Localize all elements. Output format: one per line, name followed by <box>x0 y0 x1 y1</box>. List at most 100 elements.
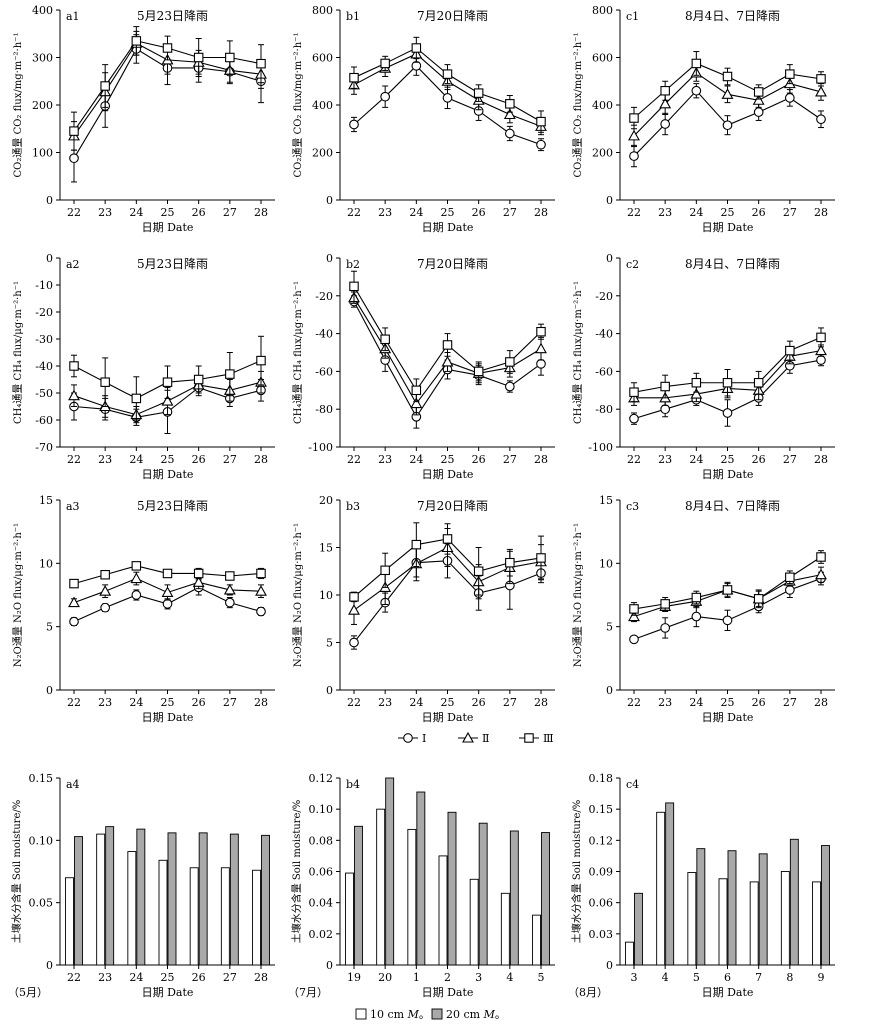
data-point <box>505 557 515 568</box>
data-point <box>411 43 422 53</box>
y-tick-label: 0.12 <box>309 772 334 785</box>
panel-title: 5月23日降雨 <box>137 499 208 513</box>
bar-20cm <box>136 828 146 966</box>
y-tick-label: 10 <box>39 557 53 570</box>
x-tick-label: 22 <box>67 453 81 466</box>
bar-10cm <box>127 851 137 966</box>
data-point <box>380 58 390 69</box>
bar-20cm <box>634 892 643 966</box>
data-point <box>722 408 733 418</box>
y-axis-label: N₂O通量 N₂O flux/μg·m⁻²·h⁻¹ <box>572 523 584 667</box>
x-axis-label: 日期 Date <box>702 468 754 481</box>
legend-marker-triangle <box>462 731 474 743</box>
y-tick-label: -70 <box>35 441 53 454</box>
y-tick-label: 0.02 <box>309 928 334 941</box>
bar-10cm <box>625 941 634 966</box>
panel-title: 8月4日、7日降雨 <box>685 257 780 271</box>
x-axis-label: 日期 Date <box>142 986 194 999</box>
x-tick-label: 3 <box>631 971 638 984</box>
y-tick-label: -50 <box>35 387 53 400</box>
panel-b2: 0 -20 -40 -60 -80 -100 22 23 24 25 26 27 28 日期 Date CH… <box>292 252 555 481</box>
data-point <box>100 377 110 387</box>
panel-label: b2 <box>346 258 360 271</box>
data-point <box>162 599 173 609</box>
legend-marker-circle <box>403 733 413 743</box>
x-tick-label: 23 <box>378 453 392 466</box>
x-tick-label: 24 <box>129 453 143 466</box>
y-tick-label: 0 <box>606 959 613 972</box>
x-tick-label: 22 <box>67 971 81 984</box>
y-tick-label: -100 <box>308 441 333 454</box>
x-tick-label: 26 <box>192 971 206 984</box>
y-axis-label: CH₄通量 CH₄ flux/μg·m⁻²·h⁻¹ <box>292 281 304 424</box>
legend-marker-square <box>524 733 534 743</box>
legend-label: 10 cm M。 <box>370 1008 430 1021</box>
y-tick-label: 5 <box>46 621 53 634</box>
x-tick-label: 3 <box>475 971 482 984</box>
x-tick-label: 22 <box>627 206 641 219</box>
x-tick-label: 24 <box>409 453 423 466</box>
data-point <box>442 534 453 544</box>
x-tick-label: 22 <box>67 206 81 219</box>
x-tick-label: 23 <box>98 696 112 709</box>
x-tick-label: 22 <box>627 453 641 466</box>
y-tick-label: 0.15 <box>589 803 614 816</box>
y-tick-label: 400 <box>312 99 333 112</box>
data-point <box>660 404 671 415</box>
data-point <box>784 93 795 103</box>
x-tick-label: 23 <box>658 453 672 466</box>
data-point <box>628 610 640 622</box>
x-tick-label: 24 <box>129 696 143 709</box>
x-tick-label: 22 <box>347 453 361 466</box>
x-axis-label: 日期 Date <box>142 468 194 481</box>
series-square <box>349 522 546 603</box>
bar-20cm <box>665 802 675 966</box>
panel-title: 7月20日降雨 <box>417 257 488 271</box>
x-tick-label: 26 <box>752 696 766 709</box>
data-point <box>256 568 266 579</box>
bar-20cm <box>821 845 830 966</box>
y-tick-label: 0 <box>326 959 333 972</box>
bar-10cm <box>656 811 666 966</box>
data-point <box>691 58 702 69</box>
y-tick-label: 0 <box>606 684 613 697</box>
data-point <box>69 616 79 627</box>
panel-a2: 0 -10 -20 -30 -40 -50 -60 -70 22 23 24 25 26 27 28 日期 D… <box>12 252 275 481</box>
data-point <box>380 91 391 102</box>
data-point <box>536 553 546 563</box>
data-point <box>349 119 359 130</box>
bar-10cm <box>376 808 386 966</box>
y-tick-label: 800 <box>592 4 613 17</box>
data-point <box>660 623 671 633</box>
series-circle <box>629 83 826 168</box>
y-tick-label: -60 <box>35 414 53 427</box>
bar-10cm <box>189 867 199 966</box>
x-tick-label: 24 <box>409 206 423 219</box>
data-point <box>785 69 795 79</box>
data-point <box>629 634 639 645</box>
data-point <box>411 385 422 396</box>
y-tick-label: 300 <box>32 52 53 65</box>
data-point <box>69 578 79 589</box>
legend-swatch <box>355 1008 367 1020</box>
y-tick-label: 15 <box>319 542 333 555</box>
bar-20cm <box>696 848 706 966</box>
y-tick-label: 0.15 <box>29 772 54 785</box>
data-point <box>691 611 702 622</box>
series-circle <box>69 579 266 627</box>
x-tick-label: 24 <box>689 206 703 219</box>
data-point <box>722 120 733 131</box>
x-tick-label: 22 <box>67 696 81 709</box>
x-tick-label: 28 <box>534 696 548 709</box>
data-point <box>816 114 826 125</box>
bar-20cm <box>478 822 488 966</box>
series-triangle <box>68 571 267 608</box>
panel-label: a4 <box>66 778 80 791</box>
y-tick-label: 100 <box>32 147 53 160</box>
data-point <box>442 340 453 350</box>
x-tick-label: 25 <box>161 453 175 466</box>
data-point <box>473 566 484 576</box>
y-tick-label: 10 <box>599 557 613 570</box>
data-point <box>816 74 826 84</box>
x-tick-label: 26 <box>192 453 206 466</box>
